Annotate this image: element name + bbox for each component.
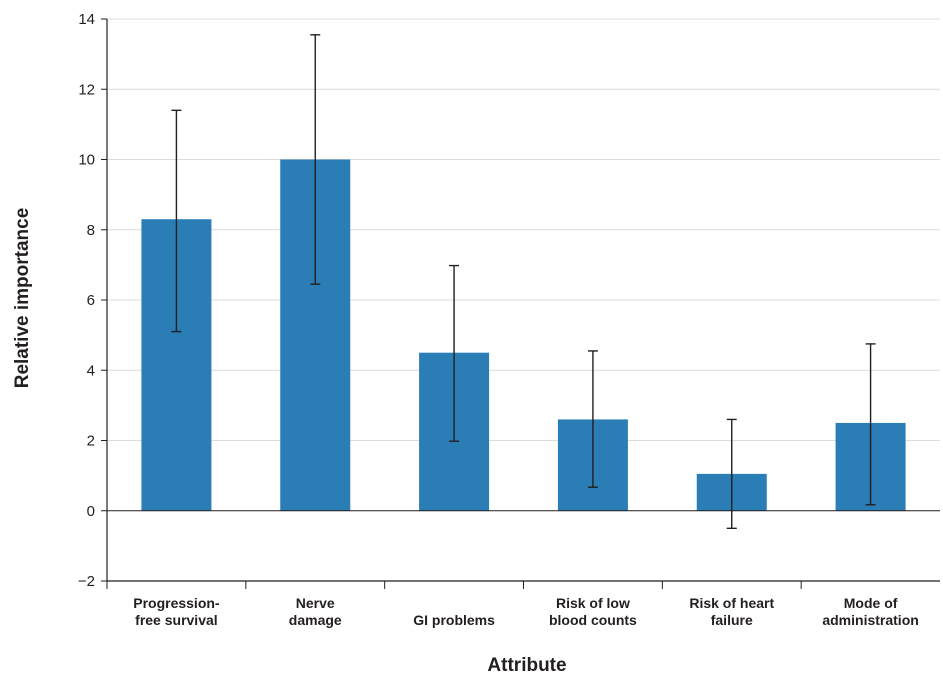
- y-tick-label: 2: [87, 433, 95, 450]
- x-category-label-line: Progression-: [133, 595, 220, 611]
- x-axis-ticks: Progression-free survival Nerve damage GI p…: [106, 581, 919, 628]
- x-category-label-line: GI problems: [413, 612, 495, 628]
- x-category-label-line: Mode of: [844, 595, 898, 611]
- y-tick-label: 10: [78, 152, 95, 169]
- x-category-label: Progression-free survival: [133, 595, 220, 628]
- y-tick-label: 14: [78, 11, 95, 28]
- y-tick-label: 0: [87, 503, 95, 520]
- y-axis-ticks: 14 12 10 8 6 4 2 0 −2: [78, 11, 107, 590]
- bars: [141, 159, 906, 511]
- x-category-label-line: Nerve: [296, 595, 335, 611]
- x-category-label-line: blood counts: [549, 612, 637, 628]
- x-category-label-line: Risk of low: [556, 595, 630, 611]
- x-category-label: GI problems: [413, 612, 495, 628]
- x-axis-title: Attribute: [487, 655, 566, 674]
- x-category-label-line: free survival: [135, 612, 218, 628]
- x-category-label-line: failure: [711, 612, 753, 628]
- error-bars: [171, 34, 876, 530]
- y-tick-label: −2: [78, 573, 95, 590]
- y-tick-label: 12: [78, 81, 95, 98]
- y-axis-title: Relative importance: [12, 208, 33, 389]
- x-category-label: Nerve damage: [289, 595, 342, 628]
- grid-lines: [107, 18, 940, 441]
- y-tick-label: 6: [87, 292, 95, 309]
- x-category-label-line: damage: [289, 612, 342, 628]
- x-category-label-line: Risk of heart: [689, 595, 774, 611]
- x-category-label: Risk of heart failure: [689, 595, 774, 628]
- x-category-label: Risk of low blood counts: [549, 595, 637, 628]
- y-tick-label: 8: [87, 222, 95, 239]
- x-category-label: Mode of administration: [822, 595, 918, 628]
- y-tick-label: 4: [87, 362, 95, 379]
- x-category-label-line: administration: [822, 612, 918, 628]
